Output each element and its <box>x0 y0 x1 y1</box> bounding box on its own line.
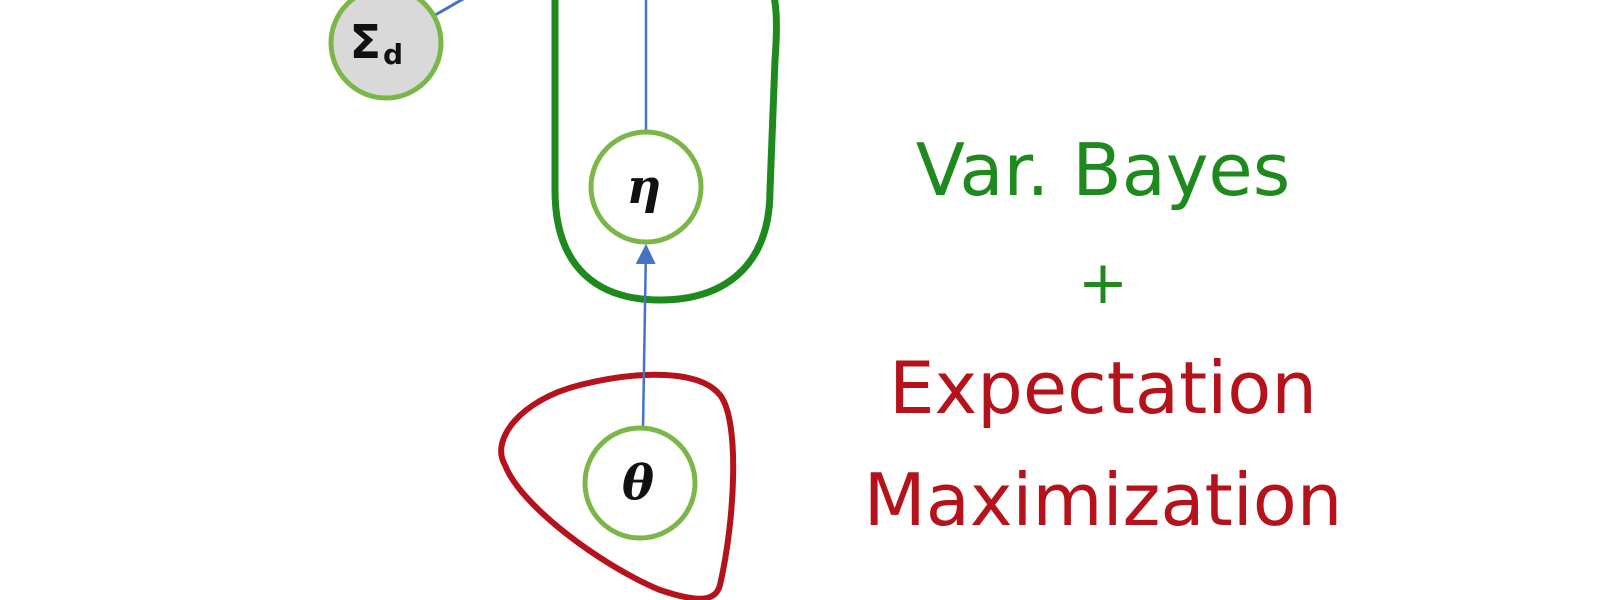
sigma-subscript: d <box>383 38 403 71</box>
edge-theta-eta <box>635 244 656 429</box>
eta-node: η <box>588 129 704 245</box>
eta-symbol: η <box>627 159 662 215</box>
svg-text:Σ: Σ <box>350 15 381 69</box>
sigma-d-node: Σ d <box>328 0 444 101</box>
edge-sigma-up <box>429 0 465 20</box>
sigma-symbol: Σ <box>350 15 381 69</box>
theta-node: θ <box>582 425 698 541</box>
em-region <box>498 371 737 600</box>
var-bayes-region <box>551 0 780 304</box>
caption-var-bayes: Var. Bayes <box>916 128 1290 212</box>
theta-symbol: θ <box>622 455 654 511</box>
caption-maximization: Maximization <box>864 458 1343 542</box>
caption-plus: + <box>1078 248 1128 318</box>
caption-expectation: Expectation <box>889 346 1317 430</box>
